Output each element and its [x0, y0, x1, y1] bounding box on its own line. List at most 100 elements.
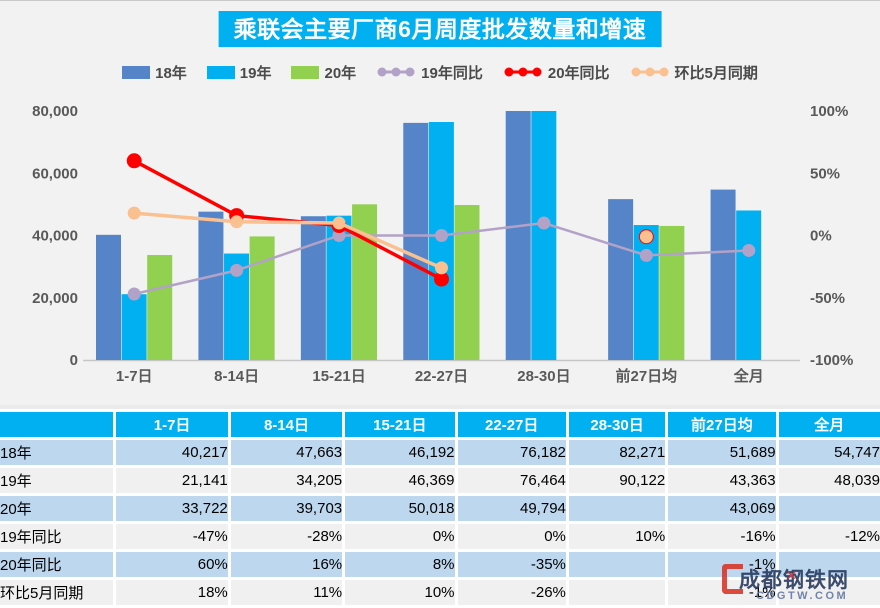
table-cell: -1% [668, 580, 776, 605]
bar-18年-全月 [710, 189, 736, 360]
table-cell: -16% [668, 524, 776, 549]
right-axis-tick: 0% [810, 228, 832, 245]
table-row-20年同比: 20年同比 60% 16% 8% -35% -1% [0, 552, 880, 577]
table-header-row: 1-7日 8-14日 15-21日 22-27日 28-30日 前27日均 全月 [0, 412, 880, 437]
legend-item-19年同比: 19年同比 [376, 62, 483, 83]
data-table-section: 1-7日 8-14日 15-21日 22-27日 28-30日 前27日均 全月 18年 40… [0, 405, 880, 608]
table-row-20年: 20年 33,722 39,703 50,018 49,794 43,069 [0, 496, 880, 521]
legend-swatch-icon [206, 65, 235, 79]
legend-label: 20年 [324, 64, 357, 82]
table-cell: 21,141 [116, 468, 228, 493]
legend-label: 19年 [239, 64, 272, 82]
table-cell: 48,039 [778, 468, 880, 493]
table-cell: 0% [457, 524, 566, 549]
row-label: 19年 [0, 468, 114, 493]
table-row-19年: 19年 21,141 34,205 46,369 76,464 90,122 43,363 4… [0, 468, 880, 493]
data-table: 1-7日 8-14日 15-21日 22-27日 28-30日 前27日均 全月 18年 40… [0, 409, 880, 608]
marker-20年同比-1-7日 [126, 153, 142, 169]
right-axis-tick: 100% [810, 103, 848, 120]
legend-label: 20年同比 [547, 64, 610, 82]
x-axis-label: 8-14日 [214, 368, 259, 385]
chart-title: 乘联会主要厂商6月周度批发数量和增速 [218, 11, 662, 47]
bar-18年-前27日均 [608, 199, 634, 360]
marker-19年同比-前27日均 [639, 248, 653, 262]
table-cell: 43,069 [668, 496, 776, 521]
table-cell: 50,018 [345, 496, 455, 521]
bar-20年-前27日均 [659, 225, 685, 360]
x-axis-label: 1-7日 [116, 368, 153, 385]
bar-19年-全月 [736, 210, 762, 360]
table-cell: 46,192 [345, 440, 455, 465]
table-cell: 90,122 [568, 468, 666, 493]
bar-series-20年 [147, 204, 685, 360]
table-cell [778, 496, 880, 521]
table-cell: 10% [345, 580, 455, 605]
bar-20年-1-7日 [147, 255, 173, 360]
table-cell: 43,363 [668, 468, 776, 493]
line-series-环比5月同期 [127, 206, 653, 275]
marker-20年同比-22-27日 [434, 271, 449, 287]
right-axis-tick: -100% [810, 352, 853, 369]
legend-item-18年: 18年 [122, 62, 187, 83]
legend-label: 19年同比 [421, 64, 483, 82]
table-spacer [0, 405, 880, 412]
row-label: 20年同比 [0, 552, 114, 577]
legend-item-20年: 20年 [291, 62, 356, 83]
table-cell: 40,217 [116, 440, 228, 465]
table-row-环比5月同期: 环比5月同期 18% 11% 10% -26% -1% [0, 580, 880, 605]
x-axis-label: 15-21日 [312, 368, 365, 385]
table-header-cell: 15-21日 [345, 412, 455, 437]
marker-环比5月同期-1-7日 [127, 206, 141, 220]
table-cell: 54,747 [778, 440, 880, 465]
table-cell: 0% [345, 524, 455, 549]
legend-label: 18年 [155, 64, 187, 82]
table-cell [568, 552, 666, 577]
right-axis-tick: -50% [810, 290, 845, 307]
bar-18年-15-21日 [300, 216, 326, 360]
marker-19年同比-8-14日 [230, 263, 244, 277]
line-series-19年同比 [127, 216, 756, 301]
x-axis-label: 前27日均 [616, 367, 678, 385]
marker-19年同比-28-30日 [537, 216, 551, 230]
left-axis-tick: 60,000 [32, 165, 78, 182]
table-cell: 18% [116, 580, 228, 605]
bar-20年-15-21日 [352, 204, 378, 360]
bar-18年-1-7日 [96, 234, 121, 360]
table-cell: 76,464 [457, 468, 566, 493]
marker-环比5月同期-22-27日 [435, 261, 448, 275]
legend-item-19年: 19年 [206, 62, 272, 83]
x-axis-label: 全月 [733, 367, 764, 385]
table-cell: -26% [457, 580, 566, 605]
row-label: 环比5月同期 [0, 580, 114, 605]
x-axis-label: 28-30日 [517, 368, 570, 385]
chart-panel: 0 20,000 40,000 60,000 80,000 -100% -50% 0% 50% 1… [0, 0, 880, 405]
table-cell [778, 552, 880, 577]
legend-item-20年同比: 20年同比 [503, 62, 610, 83]
legend-swatch-icon [122, 65, 151, 79]
legend-swatch-icon [291, 65, 320, 79]
marker-19年同比-全月 [742, 243, 756, 257]
table-cell [568, 496, 666, 521]
marker-环比5月同期-8-14日 [230, 215, 244, 229]
table-cell: 10% [568, 524, 666, 549]
table-header-cell: 1-7日 [116, 412, 228, 437]
table-cell: 11% [230, 580, 343, 605]
table-header-cell: 8-14日 [230, 412, 343, 437]
legend-item-环比5月同期: 环比5月同期 [630, 62, 758, 83]
table-cell [568, 580, 666, 605]
table-cell: 16% [230, 552, 343, 577]
legend-line-icon [504, 67, 542, 77]
row-label: 20年 [0, 496, 114, 521]
bar-18年-28-30日 [505, 111, 531, 360]
bar-19年-前27日均 [633, 225, 659, 360]
table-cell: 82,271 [568, 440, 666, 465]
row-label: 19年同比 [0, 524, 114, 549]
line-path [134, 211, 443, 270]
table-cell: -47% [116, 524, 228, 549]
table-row-18年: 18年 40,217 47,663 46,192 76,182 82,271 51,689 5… [0, 440, 880, 465]
line-path [133, 159, 443, 281]
table-cell: 76,182 [457, 440, 566, 465]
table-cell: 39,703 [230, 496, 343, 521]
marker-19年同比-1-7日 [127, 287, 141, 301]
table-cell: -35% [457, 552, 566, 577]
